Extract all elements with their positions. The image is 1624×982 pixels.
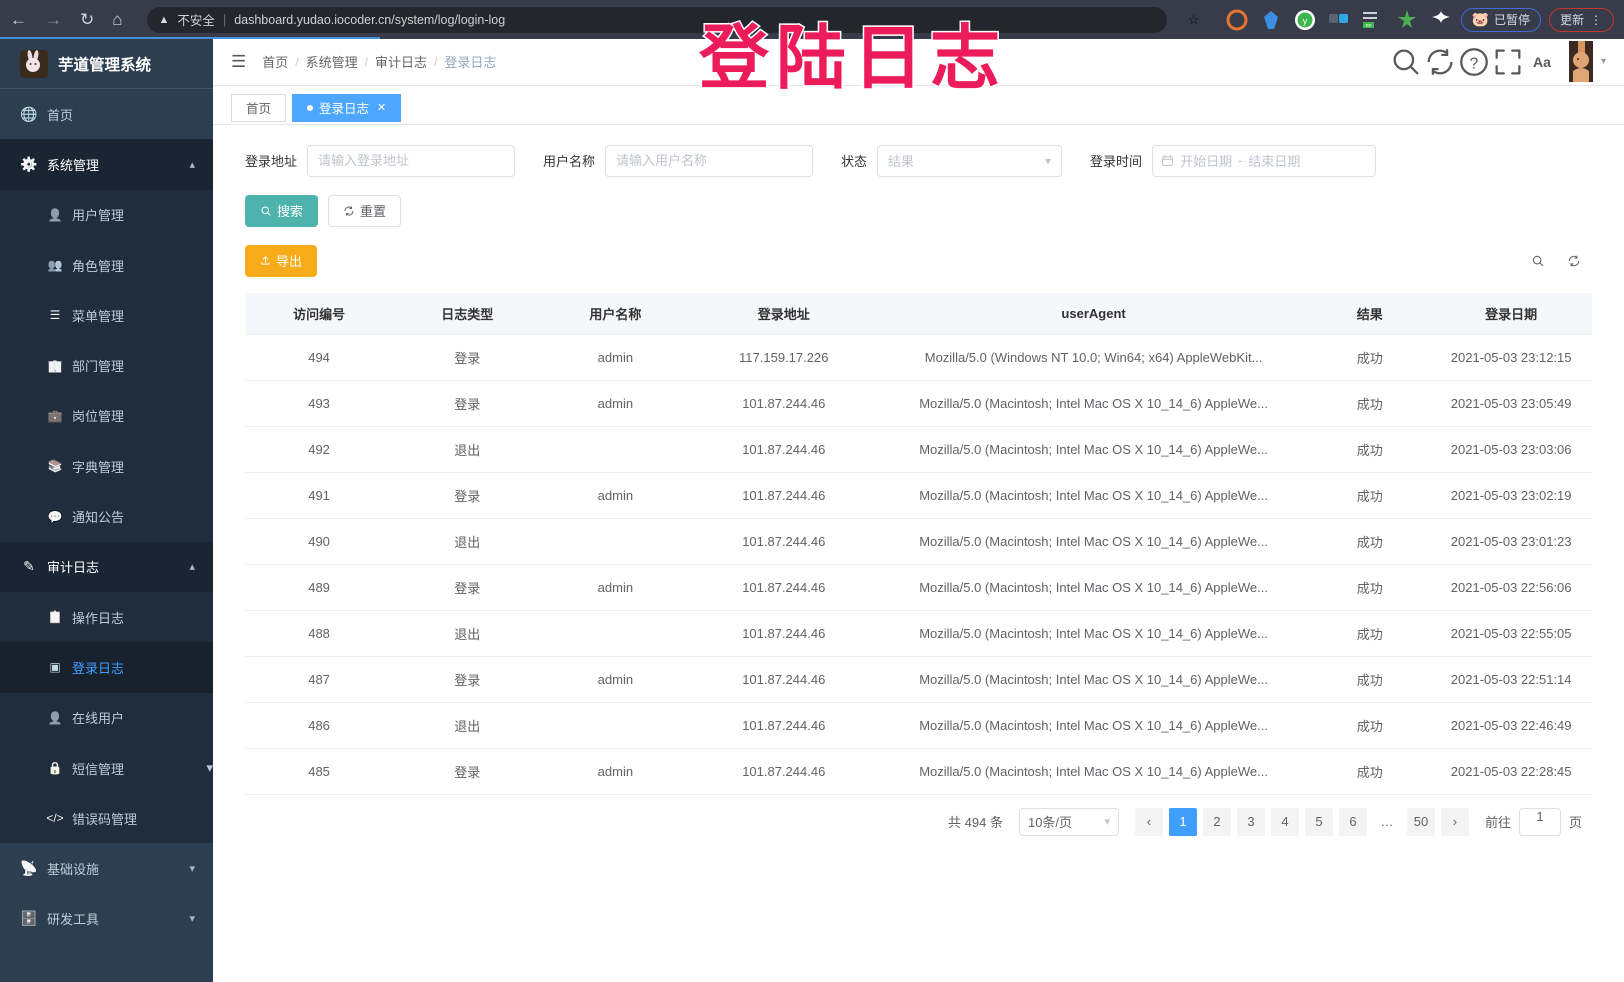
svg-text:on: on	[1365, 23, 1371, 29]
svg-text:?: ?	[1470, 55, 1479, 72]
svg-text:y: y	[1302, 16, 1307, 26]
